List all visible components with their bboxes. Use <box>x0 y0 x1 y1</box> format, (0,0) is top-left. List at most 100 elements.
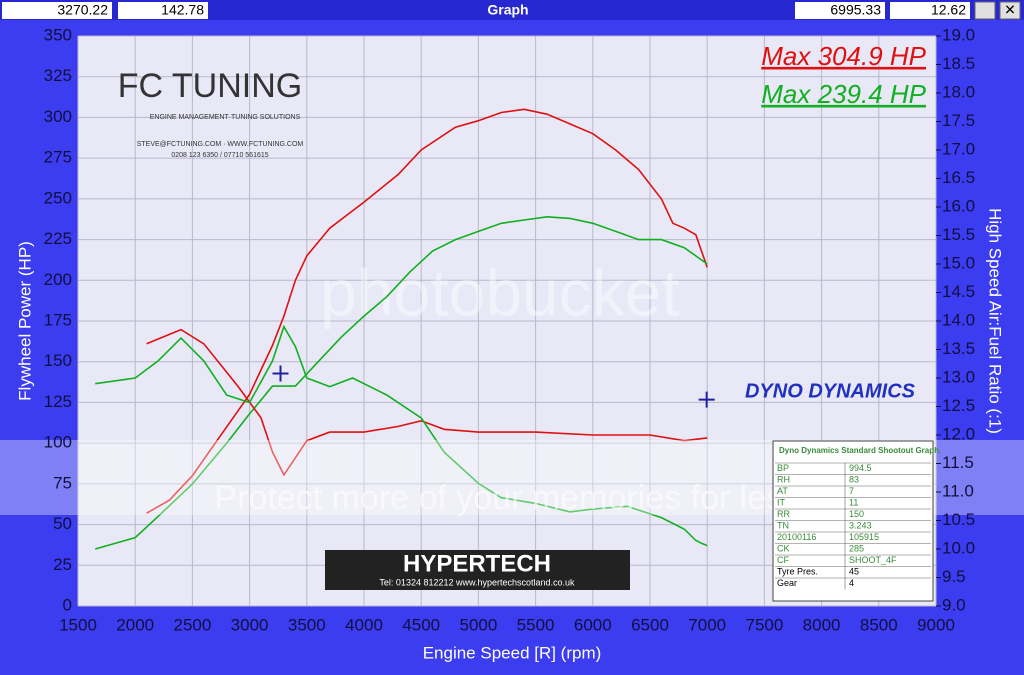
info-key: CF <box>777 555 789 565</box>
logo: HYPERTECH <box>403 550 551 577</box>
title-bar <box>0 0 1024 20</box>
info-value: 4 <box>849 578 854 588</box>
y-tick-label: 50 <box>53 514 72 533</box>
cursor <box>698 391 715 408</box>
y-tick-label: 0 <box>63 595 72 614</box>
x-tick-label: 8500 <box>860 615 898 634</box>
data-line <box>95 324 708 547</box>
window-title: Graph <box>487 2 528 18</box>
y-tick-label: 275 <box>44 148 72 167</box>
x-tick-label: 3500 <box>288 615 326 634</box>
annotation: Max 239.4 HP <box>761 79 926 109</box>
y-axis-label: Flywheel Power (HP) <box>15 241 34 401</box>
y2-axis-label: High Speed Air:Fuel Ratio (:1) <box>986 208 1005 434</box>
readout-box <box>118 2 208 19</box>
close-button[interactable] <box>999 1 1021 20</box>
info-value: 994.5 <box>849 463 872 473</box>
x-tick-label: 3000 <box>231 615 269 634</box>
info-key: Tyre Pres. <box>777 567 818 577</box>
info-key: RR <box>777 509 790 519</box>
y-tick-label: 225 <box>44 229 72 248</box>
info-value: 45 <box>849 567 859 577</box>
logo-text: STEVE@FCTUNING.COM · WWW.FCTUNING.COM <box>137 141 304 148</box>
info-key: AT <box>777 486 788 496</box>
x-tick-label: 7000 <box>688 615 726 634</box>
logo-banner <box>325 550 630 590</box>
logo: FC TUNING <box>118 67 302 105</box>
info-key: RH <box>777 475 790 485</box>
x-tick-label: 5500 <box>517 615 555 634</box>
y-tick-label: 150 <box>44 351 72 370</box>
info-value: 7 <box>849 486 854 496</box>
readout-box <box>2 2 112 19</box>
y2-tick-label: 11.5 <box>942 453 974 472</box>
info-key: Gear <box>777 578 797 588</box>
x-tick-label: 9000 <box>917 615 955 634</box>
x-tick-label: 1500 <box>59 615 97 634</box>
annotation: Max 304.9 HP <box>761 41 926 71</box>
watermark: photobucket <box>320 255 680 329</box>
x-tick-label: 4000 <box>345 615 383 634</box>
data-line <box>146 108 708 514</box>
readout: 6995.33 <box>830 2 881 18</box>
y-tick-label: 175 <box>44 310 72 329</box>
info-table <box>772 440 934 602</box>
y2-tick-label: 16.5 <box>942 168 975 187</box>
y2-tick-label: 10.5 <box>942 510 975 529</box>
y2-tick-label: 9.0 <box>942 595 966 614</box>
info-title: Dyno Dynamics Standard Shootout Graph. <box>779 446 941 455</box>
y2-tick-label: 14.5 <box>942 282 975 301</box>
x-tick-label: 7500 <box>745 615 783 634</box>
restore-button[interactable] <box>974 1 996 20</box>
y-tick-label: 325 <box>44 66 72 85</box>
info-key: CK <box>777 544 790 554</box>
info-value: SHOOT_4F <box>849 555 897 565</box>
y2-tick-label: 12.0 <box>942 424 975 443</box>
cursor <box>272 365 289 382</box>
watermark: Protect more of your memories for less! <box>214 479 809 517</box>
logo-text: ENGINE MANAGEMENT·TUNING SOLUTIONS <box>150 114 301 121</box>
readout-box <box>890 2 970 19</box>
info-value: 105915 <box>849 532 879 542</box>
readout: 142.78 <box>161 2 204 18</box>
info-value: 83 <box>849 475 859 485</box>
y2-tick-label: 16.0 <box>942 196 975 215</box>
info-value: 285 <box>849 544 864 554</box>
y2-tick-label: 12.5 <box>942 396 975 415</box>
logo-text: 0208 123 6350 / 07710 561615 <box>171 152 268 159</box>
y2-tick-label: 14.0 <box>942 310 975 329</box>
readout-box <box>795 2 885 19</box>
info-value: 3.243 <box>849 521 872 531</box>
info-value: 150 <box>849 509 864 519</box>
y2-tick-label: 13.5 <box>942 339 975 358</box>
x-tick-label: 8000 <box>803 615 841 634</box>
y-tick-label: 125 <box>44 392 72 411</box>
y2-tick-label: 15.5 <box>942 225 975 244</box>
y-tick-label: 25 <box>53 555 72 574</box>
y2-tick-label: 9.5 <box>942 567 966 586</box>
readout: 3270.22 <box>57 2 108 18</box>
y2-tick-label: 18.5 <box>942 54 975 73</box>
y2-tick-label: 10.0 <box>942 538 975 557</box>
info-value: 11 <box>849 498 858 508</box>
readout: 12.62 <box>931 2 966 18</box>
logo-text: Tel: 01324 812212 www.hypertechscotland.… <box>379 577 575 587</box>
x-tick-label: 2000 <box>116 615 154 634</box>
y2-tick-label: 17.5 <box>942 111 975 130</box>
close-icon: ✕ <box>1004 2 1016 18</box>
x-tick-label: 4500 <box>402 615 440 634</box>
x-tick-label: 2500 <box>173 615 211 634</box>
y-tick-label: 300 <box>44 107 72 126</box>
x-tick-label: 6500 <box>631 615 669 634</box>
y-tick-label: 200 <box>44 270 72 289</box>
x-tick-label: 6000 <box>574 615 612 634</box>
info-key: TN <box>777 521 789 531</box>
y-tick-label: 250 <box>44 188 72 207</box>
y2-tick-label: 15.0 <box>942 253 975 272</box>
y2-tick-label: 17.0 <box>942 139 975 158</box>
y2-tick-label: 18.0 <box>942 82 975 101</box>
info-key: BP <box>777 463 789 473</box>
x-tick-label: 5000 <box>459 615 497 634</box>
